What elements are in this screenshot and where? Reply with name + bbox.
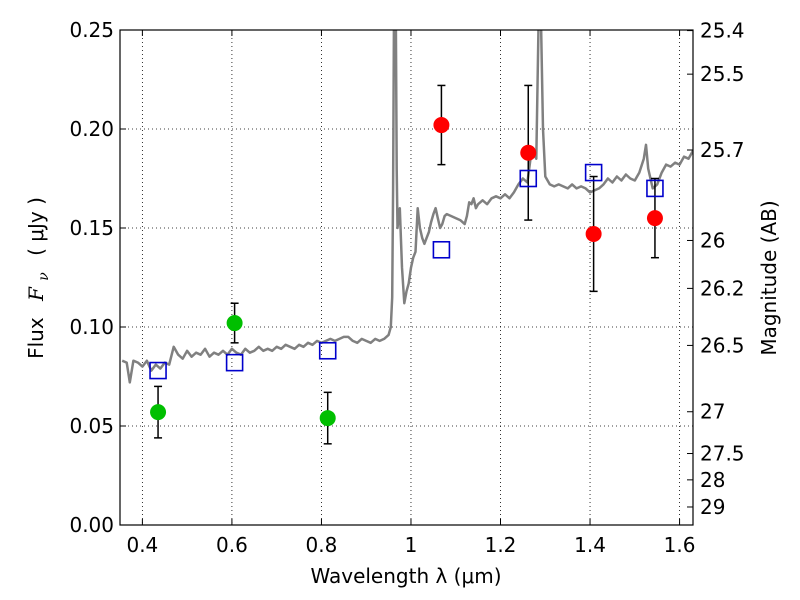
y-axis-label-subscript: ν — [36, 272, 52, 281]
y2-tick-label: 25.5 — [700, 62, 745, 86]
plot-background — [120, 30, 693, 525]
x-tick-label: 0.4 — [126, 533, 158, 557]
model-point — [584, 163, 603, 182]
y2-tick-label: 26.2 — [700, 276, 745, 300]
photometry-point — [319, 410, 336, 427]
x-tick-label: 0.6 — [216, 533, 248, 557]
y-tick-label: 0.15 — [69, 216, 114, 240]
y-tick-label: 0.10 — [69, 315, 114, 339]
y2-tick-label: 26.5 — [700, 333, 745, 357]
y2-tick-label: 25.7 — [700, 138, 745, 162]
photometry-point — [520, 144, 537, 161]
plot-frame — [119, 29, 694, 526]
model-point — [225, 353, 244, 372]
grid — [120, 30, 693, 525]
photometry-point — [226, 315, 243, 332]
photometry-point — [150, 404, 167, 421]
y-tick-label: 0.05 — [69, 414, 114, 438]
y2-tick-label: 25.4 — [700, 19, 745, 43]
model-point — [519, 169, 538, 188]
model-point — [149, 361, 167, 380]
y2-tick-label: 27.5 — [700, 442, 745, 466]
x-axis-label: Wavelength λ (μm) — [310, 564, 501, 588]
photometry-point — [433, 117, 450, 134]
y-tick-label: 0.25 — [69, 18, 114, 42]
y2-axis-label: Magnitude (AB) — [757, 200, 781, 355]
model-point — [318, 341, 337, 360]
x-tick-label: 1.6 — [664, 533, 696, 557]
model-point — [432, 240, 451, 259]
x-tick-label: 1.2 — [485, 533, 517, 557]
y-axis-label: Flux F ν ( μJy ) — [24, 197, 53, 359]
photometry-point — [585, 225, 602, 242]
model-point — [646, 179, 664, 198]
y-axis-label-symbol: F — [24, 286, 48, 302]
y-axis-label-unit: ( μJy ) — [24, 197, 48, 256]
y2-tick-label: 27 — [700, 400, 725, 424]
x-tick-label: 1.4 — [574, 533, 606, 557]
y-tick-label: 0.20 — [69, 117, 114, 141]
ticks: 0.4 0.6 0.8 1 1.2 1.4 1.6 0.00 0.05 0.10 0.15 0.20 0… — [69, 18, 744, 557]
y2-tick-label: 29 — [700, 495, 725, 519]
y-tick-label: 0.00 — [69, 513, 114, 537]
data-layer — [121, 30, 693, 445]
spectrum-line — [121, 30, 693, 384]
x-tick-label: 1 — [405, 533, 418, 557]
y-axis-label-prefix: Flux — [24, 317, 48, 359]
x-tick-label: 0.8 — [306, 533, 338, 557]
y2-tick-label: 28 — [700, 468, 725, 492]
photometry-point — [646, 210, 663, 227]
y2-tick-label: 26 — [700, 228, 725, 252]
